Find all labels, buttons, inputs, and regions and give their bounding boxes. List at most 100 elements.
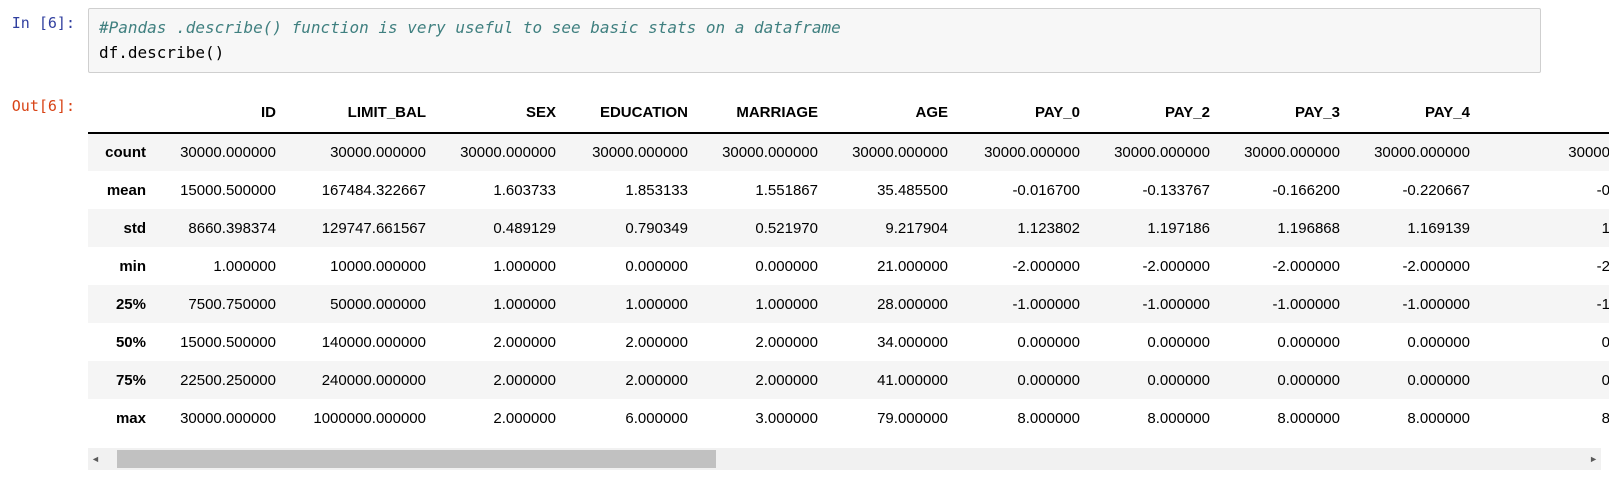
column-header-overflow <box>1480 93 1609 134</box>
data-cell: 15000.500000 <box>180 181 276 199</box>
data-cell: -1.000000 <box>1402 295 1470 313</box>
column-header-sex: SEX <box>436 93 566 134</box>
data-cell: 1.000000 <box>493 295 556 313</box>
data-cell: 0.000000 <box>625 257 688 275</box>
data-cell: 8.000000 <box>1407 409 1470 427</box>
data-cell: 2.000000 <box>625 333 688 351</box>
data-cell: 1.853133 <box>625 181 688 199</box>
data-cell: 30000.000000 <box>330 144 426 161</box>
data-cell: -1.000000 <box>1272 295 1340 313</box>
data-cell: 8.000000 <box>1147 409 1210 427</box>
table-row-count: count 30000.000000 30000.000000 30000.00000… <box>88 133 1609 171</box>
data-cell: 30000.000000 <box>180 144 276 161</box>
data-cell-overflow: -0 <box>1596 181 1609 199</box>
dataframe-body: count 30000.000000 30000.000000 30000.00000… <box>88 133 1609 437</box>
data-cell: 1.000000 <box>625 295 688 313</box>
code-statement-line: df.describe() <box>99 43 225 62</box>
data-cell: 30000.000000 <box>1374 144 1470 161</box>
data-cell: 35.485500 <box>877 181 948 199</box>
column-header-age: AGE <box>828 93 958 134</box>
data-cell: 140000.000000 <box>321 333 426 351</box>
data-cell: 0.000000 <box>1147 333 1210 351</box>
data-cell-overflow: 0 <box>1601 371 1609 389</box>
data-cell: 15000.500000 <box>180 333 276 351</box>
data-cell: 1.551867 <box>755 181 818 199</box>
data-cell: 167484.322667 <box>321 181 426 199</box>
data-cell: 1.123802 <box>1017 219 1080 237</box>
row-label: 25% <box>115 295 146 313</box>
dataframe-container: ID LIMIT_BAL SEX EDUCATION MARRIAGE AGE PAY_0 P… <box>88 93 1609 437</box>
column-header-marriage: MARRIAGE <box>698 93 828 134</box>
data-cell: -1.000000 <box>1142 295 1210 313</box>
data-cell-overflow: 30000 <box>1568 144 1609 161</box>
data-cell: 22500.250000 <box>180 371 276 389</box>
data-cell: 0.790349 <box>625 219 688 237</box>
data-cell: 10000.000000 <box>330 257 426 275</box>
data-cell: 0.000000 <box>1407 371 1470 389</box>
data-cell: -0.133767 <box>1142 181 1210 199</box>
table-row-25pct: 25% 7500.750000 50000.000000 1.000000 1.0000… <box>88 285 1609 323</box>
data-cell: 1.000000 <box>755 295 818 313</box>
data-cell: 0.000000 <box>1147 371 1210 389</box>
output-cell: Out[6]: ID LIMIT_BAL SEX EDUCATION MARRIAGE A… <box>0 93 1609 470</box>
table-row-std: std 8660.398374 129747.661567 0.489129 0.790… <box>88 209 1609 247</box>
data-cell: 6.000000 <box>625 409 688 427</box>
data-cell: 41.000000 <box>877 371 948 389</box>
data-cell: 8.000000 <box>1277 409 1340 427</box>
data-cell: -2.000000 <box>1402 257 1470 275</box>
scrollbar-thumb[interactable] <box>117 450 716 468</box>
output-prompt: Out[6]: <box>11 97 75 115</box>
data-cell: 30000.000000 <box>460 144 556 161</box>
data-cell: 79.000000 <box>877 409 948 427</box>
column-header-pay_2: PAY_2 <box>1090 93 1220 134</box>
data-cell: 8660.398374 <box>188 219 276 237</box>
data-cell: 0.000000 <box>1277 333 1340 351</box>
data-cell: 30000.000000 <box>722 144 818 161</box>
data-cell: 30000.000000 <box>1114 144 1210 161</box>
row-label: max <box>115 409 146 427</box>
table-row-min: min 1.000000 10000.000000 1.000000 0.000000 0… <box>88 247 1609 285</box>
data-cell: 3.000000 <box>755 409 818 427</box>
data-cell: 0.000000 <box>1017 371 1080 389</box>
horizontal-scrollbar[interactable]: ◄ ► <box>88 448 1601 470</box>
column-header-id: ID <box>156 93 286 134</box>
data-cell: 2.000000 <box>493 371 556 389</box>
code-cell: In [6]: #Pandas .describe() function is … <box>0 0 1609 73</box>
row-label: 75% <box>115 371 146 389</box>
input-prompt: In [6]: <box>11 14 75 32</box>
data-cell: 2.000000 <box>625 371 688 389</box>
data-cell: 9.217904 <box>885 219 948 237</box>
table-row-50pct: 50% 15000.500000 140000.000000 2.000000 2.00… <box>88 323 1609 361</box>
data-cell: 0.000000 <box>1017 333 1080 351</box>
data-cell: -2.000000 <box>1012 257 1080 275</box>
data-cell: 1.000000 <box>493 257 556 275</box>
code-editor[interactable]: #Pandas .describe() function is very use… <box>88 8 1541 73</box>
table-row-mean: mean 15000.500000 167484.322667 1.603733 1.8… <box>88 171 1609 209</box>
scroll-left-arrow-icon[interactable]: ◄ <box>91 454 100 464</box>
data-cell: 2.000000 <box>755 371 818 389</box>
data-cell: 0.000000 <box>755 257 818 275</box>
dataframe-table: ID LIMIT_BAL SEX EDUCATION MARRIAGE AGE PAY_0 P… <box>88 93 1609 437</box>
data-cell: 30000.000000 <box>984 144 1080 161</box>
data-cell: 34.000000 <box>877 333 948 351</box>
data-cell: 1000000.000000 <box>313 409 426 427</box>
data-cell: 50000.000000 <box>330 295 426 313</box>
scroll-right-arrow-icon[interactable]: ► <box>1589 454 1598 464</box>
data-cell: -0.166200 <box>1272 181 1340 199</box>
corner-header-cell <box>88 93 156 134</box>
row-label: min <box>119 257 146 275</box>
row-label: mean <box>106 181 146 199</box>
data-cell: 0.000000 <box>1277 371 1340 389</box>
row-label: 50% <box>115 333 146 351</box>
column-header-pay_4: PAY_4 <box>1350 93 1480 134</box>
table-row-max: max 30000.000000 1000000.000000 2.000000 6.0… <box>88 399 1609 437</box>
row-label: count <box>105 144 146 161</box>
data-cell: 240000.000000 <box>321 371 426 389</box>
data-cell: 8.000000 <box>1017 409 1080 427</box>
code-comment-line: #Pandas .describe() function is very use… <box>99 18 841 37</box>
data-cell: -0.220667 <box>1402 181 1470 199</box>
data-cell: 0.489129 <box>493 219 556 237</box>
row-label: std <box>123 219 147 237</box>
data-cell: 1.197186 <box>1147 219 1210 237</box>
data-cell: 21.000000 <box>877 257 948 275</box>
